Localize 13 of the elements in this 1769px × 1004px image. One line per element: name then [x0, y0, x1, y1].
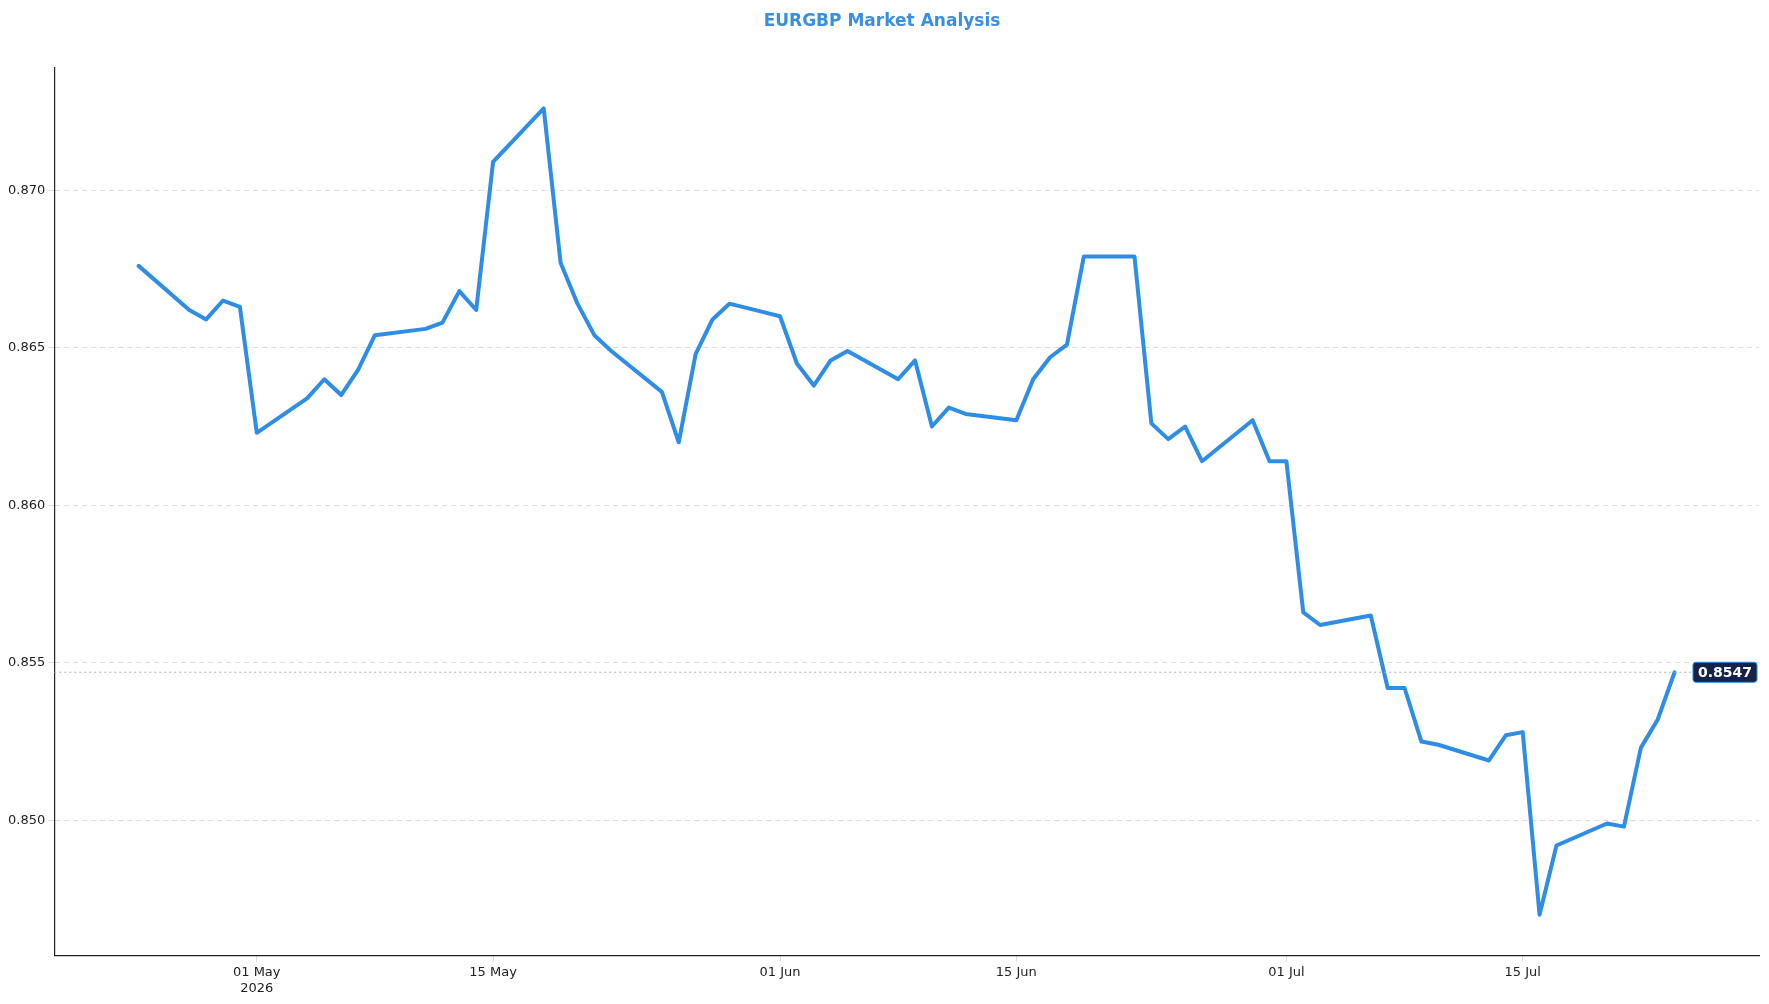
x-tick-label: 15 May — [469, 963, 518, 979]
x-tick-label: 15 Jun — [995, 963, 1037, 979]
y-tick-label: 0.865 — [8, 339, 46, 355]
x-tick-label: 01 Jul — [1268, 963, 1305, 979]
y-tick-label: 0.870 — [8, 181, 46, 197]
x-tick-label: 01 May 2026 — [232, 963, 281, 995]
x-tick-label: 01 Jun — [759, 963, 801, 979]
y-tick-label: 0.855 — [8, 654, 46, 670]
x-tick-label: 15 Jul — [1504, 963, 1541, 979]
y-tick-label: 0.860 — [8, 496, 46, 512]
ref-line-label: 0.8547 — [1697, 663, 1752, 680]
chart-title: EURGBP Market Analysis — [763, 9, 1001, 30]
y-tick-label: 0.850 — [8, 811, 46, 827]
